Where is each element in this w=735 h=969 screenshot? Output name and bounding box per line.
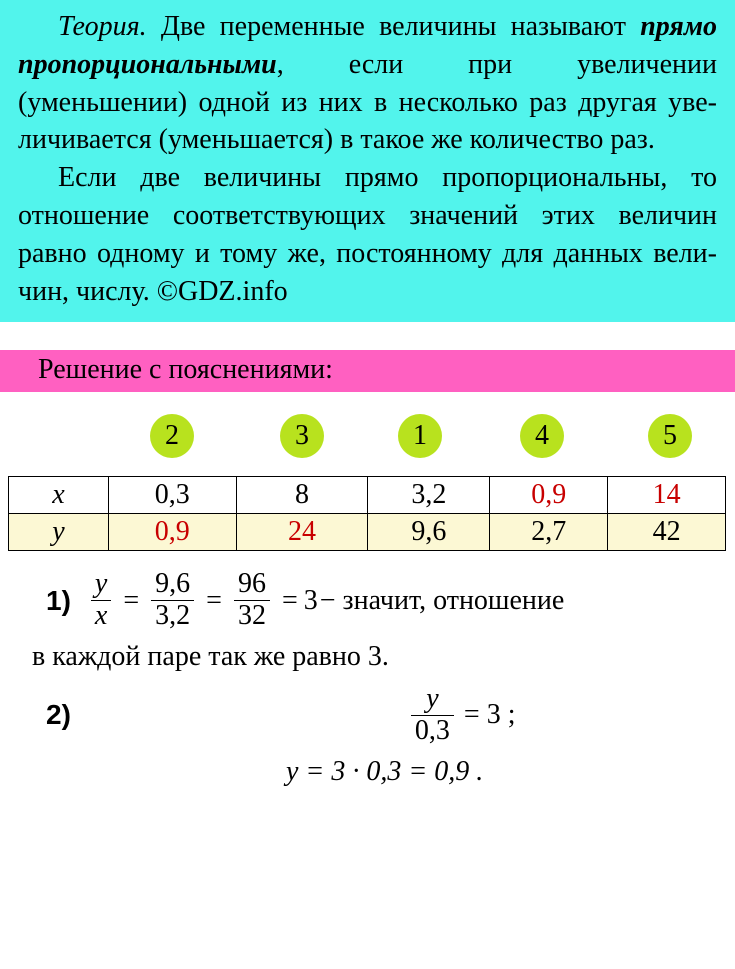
- item-2-label: 2): [46, 694, 71, 736]
- math-line-3: 2) y 0,3 = 3 ;: [16, 684, 719, 747]
- table-row-x: x 0,3 8 3,2 0,9 14: [9, 477, 726, 514]
- fraction-y-over-x: y x: [91, 569, 111, 632]
- frac-top: 96: [234, 569, 270, 600]
- cell: 24: [236, 514, 368, 551]
- eq3-tail: = 3 ;: [464, 694, 516, 736]
- frac-bot: 0,3: [411, 716, 454, 747]
- cell: 3,2: [368, 477, 490, 514]
- badge-3: 3: [280, 414, 324, 458]
- frac-bot: 3,2: [151, 601, 194, 632]
- fraction-96-32: 96 32: [234, 569, 270, 632]
- item-1-label: 1): [46, 580, 71, 622]
- badge-5: 5: [648, 414, 692, 458]
- cell: 0,3: [108, 477, 236, 514]
- badge-label: 3: [295, 420, 309, 452]
- math-line-1: 1) y x = 9,6 3,2 = 96 32 = 3 − значит, о…: [16, 569, 719, 632]
- cell: 14: [608, 477, 726, 514]
- badge-label: 4: [535, 420, 549, 452]
- badge-2: 2: [150, 414, 194, 458]
- frac-top: y: [422, 684, 442, 715]
- proportion-table: x 0,3 8 3,2 0,9 14 y 0,9 24 9,6 2,7 42: [8, 476, 726, 551]
- row-header-x: x: [9, 477, 109, 514]
- frac-bot: x: [91, 601, 111, 632]
- theory-label: Теория.: [58, 11, 147, 42]
- equals: =: [282, 580, 298, 622]
- badge-label: 2: [165, 420, 179, 452]
- cell: 8: [236, 477, 368, 514]
- theory-p1-before: Две переменные величины называют: [147, 11, 641, 42]
- cell: 0,9: [490, 477, 608, 514]
- badge-label: 1: [413, 420, 427, 452]
- badge-4: 4: [520, 414, 564, 458]
- fraction-96-32-dec: 9,6 3,2: [151, 569, 194, 632]
- equals: =: [206, 580, 222, 622]
- result-3: 3: [304, 580, 318, 622]
- theory-paragraph-2: Если две величины прямо пропорци­ональны…: [18, 159, 717, 310]
- solution-header: Решение с пояснениями:: [0, 350, 735, 392]
- cell: 2,7: [490, 514, 608, 551]
- cell: 9,6: [368, 514, 490, 551]
- badge-label: 5: [663, 420, 677, 452]
- eq-block: y 0,3 = 3 ;: [405, 684, 516, 747]
- math-line-4: y = 3 · 0,3 = 0,9 .: [286, 751, 719, 793]
- frac-top: 9,6: [151, 569, 194, 600]
- math-block: 1) y x = 9,6 3,2 = 96 32 = 3 − значит, о…: [0, 551, 735, 792]
- table-row-y: y 0,9 24 9,6 2,7 42: [9, 514, 726, 551]
- theory-box: Теория. Две переменные величины называют…: [0, 0, 735, 322]
- theory-paragraph-1: Теория. Две переменные величины называют…: [18, 8, 717, 159]
- badges-row: 2 3 1 4 5: [0, 414, 735, 470]
- cell: 42: [608, 514, 726, 551]
- badge-1: 1: [398, 414, 442, 458]
- fraction-y-over-03: y 0,3: [411, 684, 454, 747]
- row-header-y: y: [9, 514, 109, 551]
- frac-bot: 32: [234, 601, 270, 632]
- cell: 0,9: [108, 514, 236, 551]
- math-line-2: в каждой паре так же равно 3.: [32, 636, 719, 678]
- equals: =: [123, 580, 139, 622]
- tail-text-1: − значит, отношение: [320, 580, 565, 622]
- frac-top: y: [91, 569, 111, 600]
- solution-header-text: Решение с пояснениями:: [38, 354, 333, 385]
